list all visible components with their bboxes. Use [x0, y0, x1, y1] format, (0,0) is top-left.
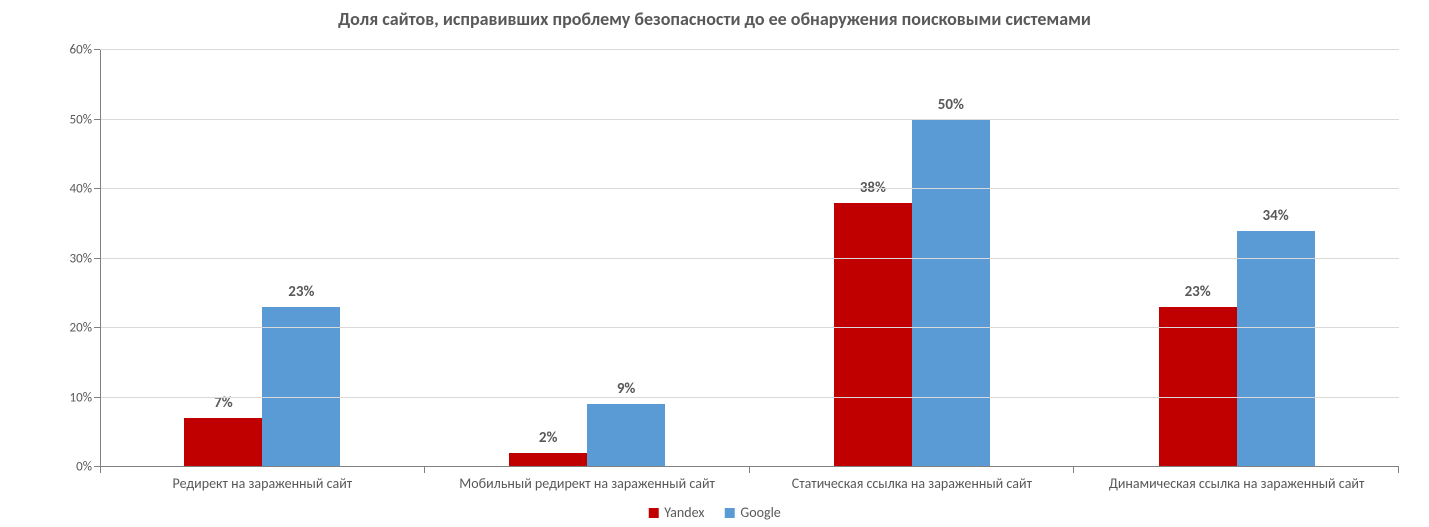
- grid-line: [100, 397, 1399, 398]
- y-tick-label: 0%: [76, 460, 100, 475]
- bar-value-label: 2%: [539, 429, 558, 453]
- y-tick-label: 10%: [70, 390, 100, 405]
- bar-value-label: 23%: [1185, 283, 1211, 307]
- category-group: Статическая ссылка на зараженный сайт38%…: [750, 50, 1075, 467]
- legend-swatch: [724, 508, 734, 518]
- y-tick-label: 30%: [70, 251, 100, 266]
- bars-layer: Редирект на зараженный сайт7%23%Мобильны…: [100, 50, 1399, 467]
- chart-container: Доля сайтов, исправивших проблему безопа…: [0, 0, 1429, 527]
- legend-swatch: [648, 508, 658, 518]
- bar: 23%: [1159, 307, 1237, 467]
- y-tick-label: 60%: [70, 43, 100, 58]
- category-group: Мобильный редирект на зараженный сайт2%9…: [425, 50, 750, 467]
- plot-area: Редирект на зараженный сайт7%23%Мобильны…: [100, 50, 1399, 467]
- chart-title: Доля сайтов, исправивших проблему безопа…: [0, 0, 1429, 30]
- grid-line: [100, 188, 1399, 189]
- y-tick-label: 50%: [70, 112, 100, 127]
- bar-value-label: 38%: [860, 179, 886, 203]
- x-tick-label: Редирект на зараженный сайт: [173, 467, 353, 492]
- bar: 7%: [184, 418, 262, 467]
- legend-item: Google: [724, 504, 780, 521]
- bar: 50%: [912, 120, 990, 468]
- grid-line: [100, 49, 1399, 50]
- x-tick-label: Динамическая ссылка на зараженный сайт: [1109, 467, 1365, 492]
- bar: 2%: [509, 453, 587, 467]
- bar: 38%: [834, 203, 912, 467]
- x-tick-mark: [424, 467, 425, 473]
- x-tick-label: Мобильный редирект на зараженный сайт: [459, 467, 715, 492]
- bar-value-label: 23%: [288, 283, 314, 307]
- grid-line: [100, 258, 1399, 259]
- bar: 23%: [262, 307, 340, 467]
- y-axis-line: [100, 50, 101, 467]
- bar-value-label: 50%: [938, 96, 964, 120]
- x-tick-mark: [1398, 467, 1399, 473]
- x-tick-label: Статическая ссылка на зараженный сайт: [792, 467, 1032, 492]
- bar-value-label: 34%: [1263, 207, 1289, 231]
- y-tick-label: 40%: [70, 182, 100, 197]
- x-tick-mark: [100, 467, 101, 473]
- legend-label: Google: [740, 504, 780, 521]
- legend: Yandex Google: [648, 504, 781, 521]
- category-group: Динамическая ссылка на зараженный сайт23…: [1074, 50, 1399, 467]
- y-tick-label: 20%: [70, 321, 100, 336]
- x-tick-mark: [749, 467, 750, 473]
- category-group: Редирект на зараженный сайт7%23%: [100, 50, 425, 467]
- legend-label: Yandex: [664, 504, 704, 521]
- bar: 9%: [587, 404, 665, 467]
- bar: 34%: [1237, 231, 1315, 467]
- legend-item: Yandex: [648, 504, 704, 521]
- grid-line: [100, 327, 1399, 328]
- grid-line: [100, 119, 1399, 120]
- x-tick-mark: [1073, 467, 1074, 473]
- bar-value-label: 7%: [214, 394, 233, 418]
- x-axis-line: [100, 466, 1399, 467]
- bar-value-label: 9%: [617, 380, 636, 404]
